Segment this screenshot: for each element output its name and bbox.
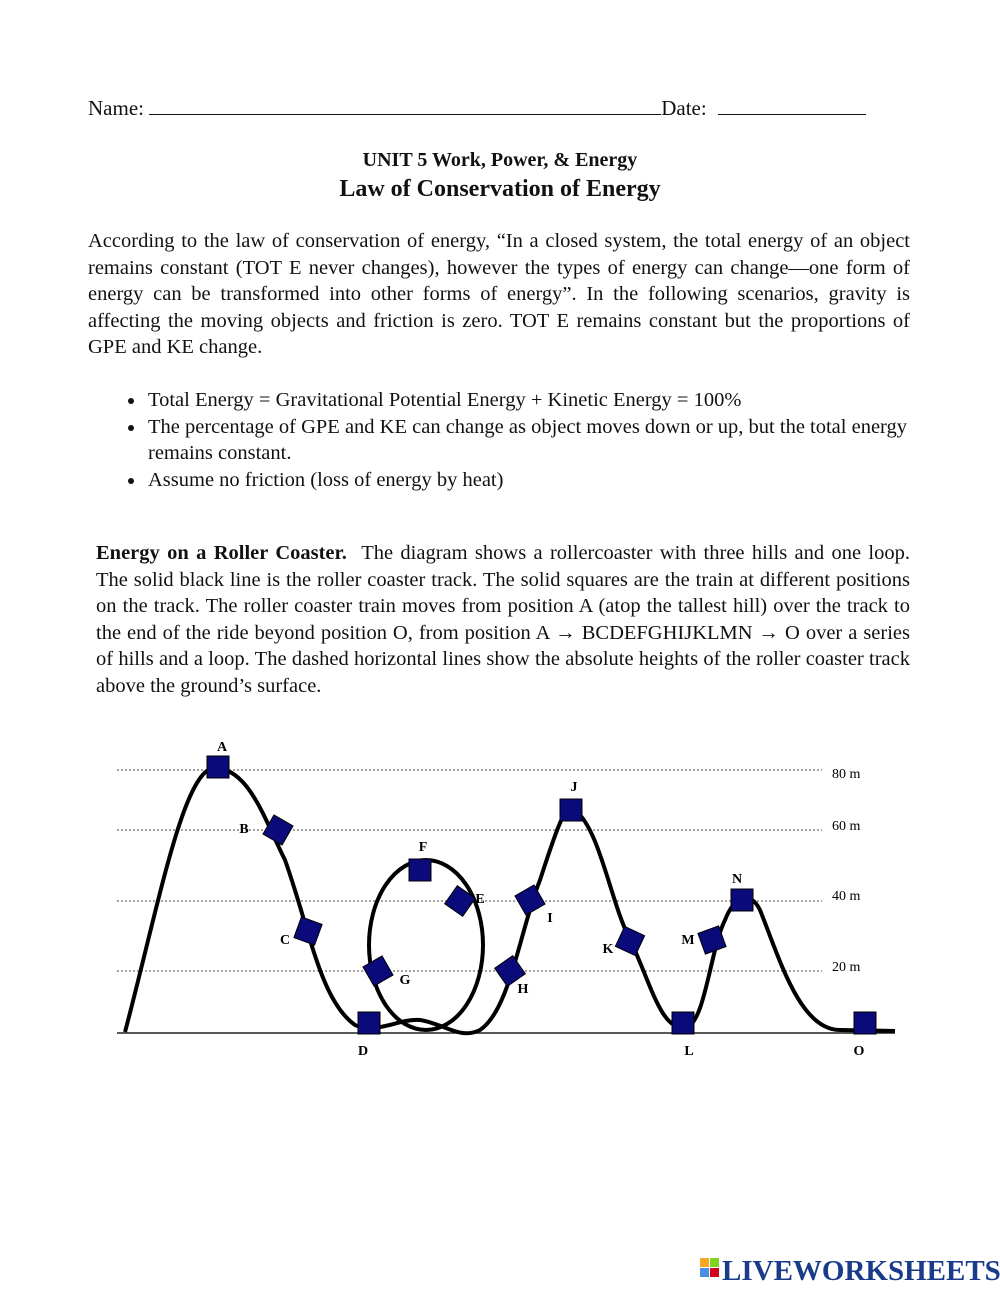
point-label: D [358,1044,368,1059]
section-text: The diagram shows a rollercoaster with t… [96,542,910,697]
point-label: F [419,840,428,855]
train [443,884,477,918]
header: Name: Date: [88,96,866,121]
train [262,814,294,846]
train [206,755,230,779]
point-label: L [684,1044,693,1059]
bullet: Assume no friction (loss of energy by he… [146,467,910,494]
date-field[interactable] [717,96,866,115]
point-label: N [732,872,742,887]
point-label: J [571,780,578,795]
point-label: O [854,1044,865,1059]
height-label: 60 m [832,819,861,834]
train [493,954,527,988]
height-label: 40 m [832,889,861,904]
train [697,925,727,955]
unit-title: UNIT 5 Work, Power, & Energy [362,149,638,171]
name-field[interactable] [149,96,662,115]
name-label: Name: [88,96,144,120]
point-label: M [681,933,694,948]
point-label: B [239,822,248,837]
brand: LIVEWORKSHEETS [722,1255,1000,1287]
train [730,888,754,912]
train [671,1011,695,1035]
bullet-list: Total Energy = Gravitational Potential E… [88,387,910,493]
train [357,1011,381,1035]
point-label: H [518,982,529,997]
train [408,858,432,882]
main-title: Law of Conservation of Energy [339,176,661,202]
point-label: C [280,933,290,948]
loop [367,858,485,1032]
train [362,955,394,987]
height-label: 20 m [832,960,861,975]
height-label: 80 m [832,767,861,782]
point-label: A [217,740,228,755]
track [123,765,896,1036]
train [293,916,323,946]
date-label: Date: [661,96,707,120]
section-heading: Energy on a Roller Coaster. [96,542,347,564]
train [514,884,546,916]
bullet: Total Energy = Gravitational Potential E… [146,387,910,414]
intro: According to the law of conservation of … [88,230,910,358]
logo: LIVEWORKSHEETS [700,1255,1000,1287]
point-label: I [547,911,552,926]
point-label: G [400,973,411,988]
train [614,925,646,957]
point-label: K [603,942,614,957]
section: Energy on a Roller Coaster. The diagram … [96,540,910,699]
train [559,798,583,822]
bullet: The percentage of GPE and KE can change … [146,414,910,467]
train [853,1011,877,1035]
point-label: E [475,892,484,907]
